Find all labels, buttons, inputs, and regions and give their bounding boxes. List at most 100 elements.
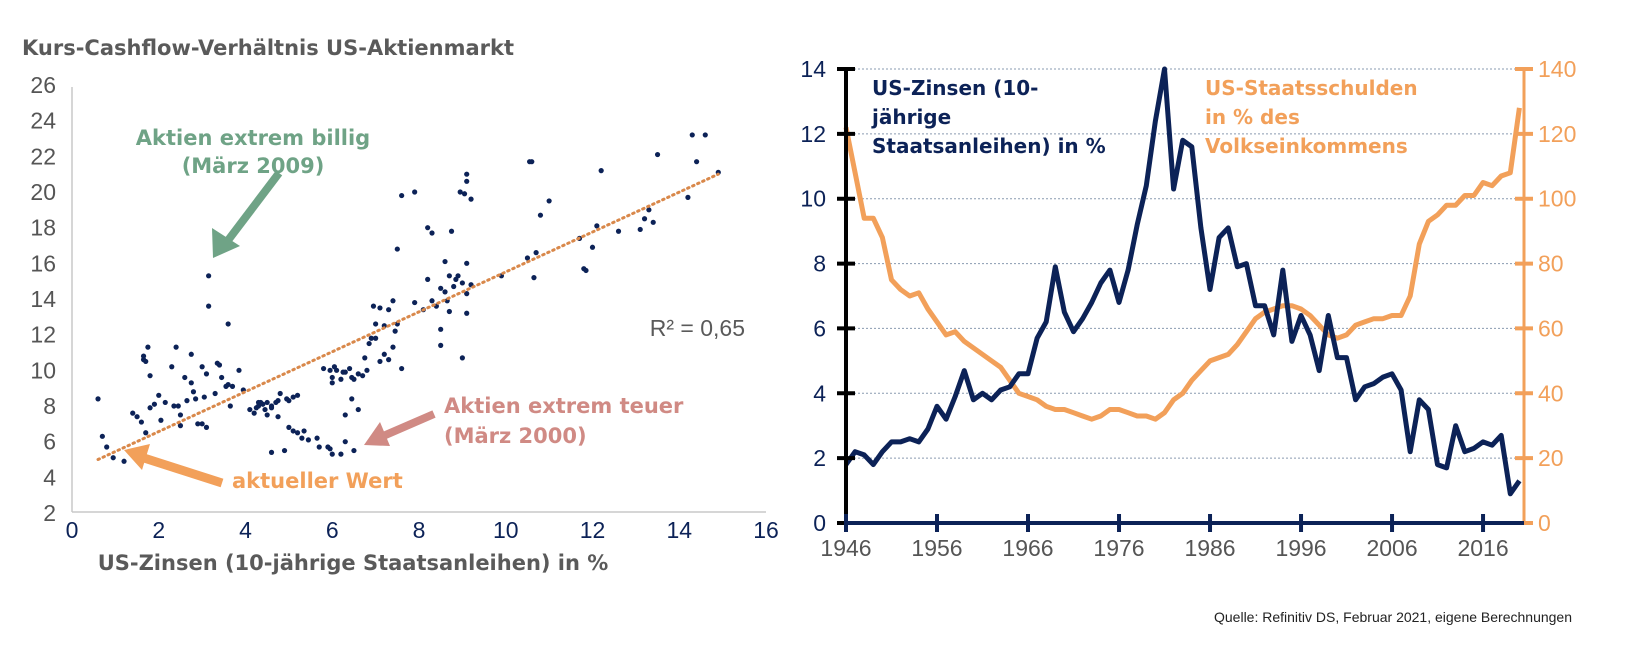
scatter-point bbox=[264, 412, 270, 418]
scatter-point bbox=[589, 244, 596, 250]
scatter-point bbox=[143, 430, 149, 436]
scatter-y-tick-label: 4 bbox=[43, 464, 56, 490]
scatter-point bbox=[637, 226, 643, 233]
scatter-point bbox=[583, 267, 589, 274]
annotation-cheap-line1: Aktien extrem billig bbox=[136, 126, 370, 150]
x-ticks: 1946 1956 1966 1976 1986 1996 2006 2016 bbox=[820, 514, 1509, 561]
scatter-point bbox=[268, 449, 275, 455]
scatter-point bbox=[459, 355, 465, 361]
scatter-point bbox=[294, 430, 301, 436]
scatter-point bbox=[392, 328, 398, 334]
left-y-tick-label: 14 bbox=[800, 56, 826, 82]
scatter-point bbox=[338, 451, 344, 457]
scatter-point bbox=[381, 351, 387, 357]
right-y-tick-label: 100 bbox=[1538, 186, 1576, 212]
scatter-point bbox=[275, 414, 281, 420]
scatter-point bbox=[206, 273, 212, 279]
scatter-point bbox=[140, 353, 147, 359]
scatter-point bbox=[203, 371, 210, 377]
scatter-point bbox=[464, 310, 470, 316]
scatter-y-tick-label: 6 bbox=[43, 429, 56, 455]
scatter-point bbox=[151, 401, 158, 407]
scatter-point bbox=[314, 435, 320, 441]
scatter-point bbox=[262, 406, 268, 413]
scatter-point bbox=[370, 303, 377, 309]
scatter-point bbox=[225, 321, 231, 327]
scatter-point bbox=[524, 255, 531, 261]
left-y-tick-label: 8 bbox=[813, 251, 826, 277]
scatter-point bbox=[188, 380, 194, 386]
legend-rates: US-Zinsen (10- jährige Staatsanleihen) i… bbox=[871, 76, 1106, 158]
scatter-point bbox=[338, 376, 344, 382]
x-tick-label: 1966 bbox=[1002, 535, 1053, 561]
scatter-point bbox=[377, 305, 383, 311]
right-y-tick-label: 0 bbox=[1538, 510, 1551, 536]
scatter-point bbox=[216, 362, 223, 368]
scatter-point bbox=[529, 159, 535, 165]
scatter-point bbox=[351, 447, 357, 454]
scatter-point bbox=[247, 406, 253, 413]
scatter-point bbox=[182, 374, 188, 381]
scatter-y-tick-label: 12 bbox=[30, 322, 56, 348]
scatter-point bbox=[386, 357, 392, 363]
legend-debt-line1: US-Staatsschulden bbox=[1205, 76, 1418, 100]
scatter-point bbox=[329, 451, 335, 457]
scatter-x-tick-label: 2 bbox=[152, 517, 165, 543]
right-y-tick-label: 20 bbox=[1538, 445, 1564, 471]
scatter-point bbox=[531, 275, 537, 281]
scatter-point bbox=[347, 365, 353, 372]
scatter-point bbox=[451, 283, 457, 290]
scatter-point bbox=[446, 308, 452, 315]
x-tick-label: 1996 bbox=[1275, 535, 1326, 561]
scatter-point bbox=[702, 132, 708, 138]
scatter-point bbox=[464, 171, 470, 177]
scatter-point bbox=[190, 389, 197, 395]
legend-rates-line2: jährige bbox=[871, 105, 951, 129]
scatter-point bbox=[355, 371, 361, 377]
scatter-point bbox=[425, 276, 431, 282]
arrow-expensive-shaft bbox=[379, 410, 436, 441]
scatter-point bbox=[464, 260, 470, 266]
scatter-point bbox=[104, 444, 110, 450]
x-tick-label: 2006 bbox=[1366, 535, 1417, 561]
left-y-tick-label: 6 bbox=[813, 315, 826, 341]
scatter-point bbox=[373, 335, 379, 341]
scatter-y-tick-label: 20 bbox=[30, 179, 56, 205]
annotation-expensive-line2: (März 2000) bbox=[444, 424, 587, 448]
line-chart-series bbox=[843, 66, 1522, 497]
legend-debt-line2: in % des bbox=[1205, 105, 1300, 129]
series-line-debt bbox=[843, 107, 1522, 422]
scatter-point bbox=[650, 219, 656, 225]
scatter-x-tick-label: 6 bbox=[326, 517, 339, 543]
scatter-point bbox=[646, 207, 652, 213]
scatter-x-axis-label: US-Zinsen (10-jährige Staatsanleihen) in… bbox=[98, 551, 609, 575]
scatter-point bbox=[464, 178, 470, 184]
scatter-point bbox=[537, 212, 544, 218]
scatter-point bbox=[206, 303, 212, 309]
arrow-expensive-head-icon bbox=[364, 422, 390, 446]
scatter-point bbox=[399, 192, 405, 199]
arrow-cheap-head-icon bbox=[212, 228, 240, 258]
scatter-point bbox=[225, 382, 231, 388]
left-y-tick-label: 2 bbox=[813, 445, 826, 471]
scatter-point bbox=[255, 403, 262, 409]
scatter-point bbox=[260, 401, 266, 407]
scatter-point bbox=[455, 273, 461, 279]
scatter-point bbox=[286, 424, 292, 430]
scatter-point bbox=[294, 392, 301, 398]
annotation-current: aktueller Wert bbox=[124, 444, 403, 493]
scatter-point bbox=[329, 380, 335, 386]
scatter-point bbox=[360, 373, 366, 379]
scatter-y-tick-label: 24 bbox=[30, 108, 56, 134]
source-note: Quelle: Refinitiv DS, Februar 2021, eige… bbox=[1214, 609, 1572, 625]
scatter-point bbox=[316, 444, 322, 450]
legend-debt-line3: Volkseinkommens bbox=[1205, 134, 1408, 158]
scatter-x-tick-label: 14 bbox=[666, 517, 692, 543]
scatter-point bbox=[464, 291, 470, 297]
scatter-y-tick-label: 10 bbox=[30, 357, 56, 383]
scatter-y-tick-label: 8 bbox=[43, 393, 56, 419]
scatter-y-tick-label: 16 bbox=[30, 250, 56, 276]
scatter-point bbox=[171, 403, 177, 409]
